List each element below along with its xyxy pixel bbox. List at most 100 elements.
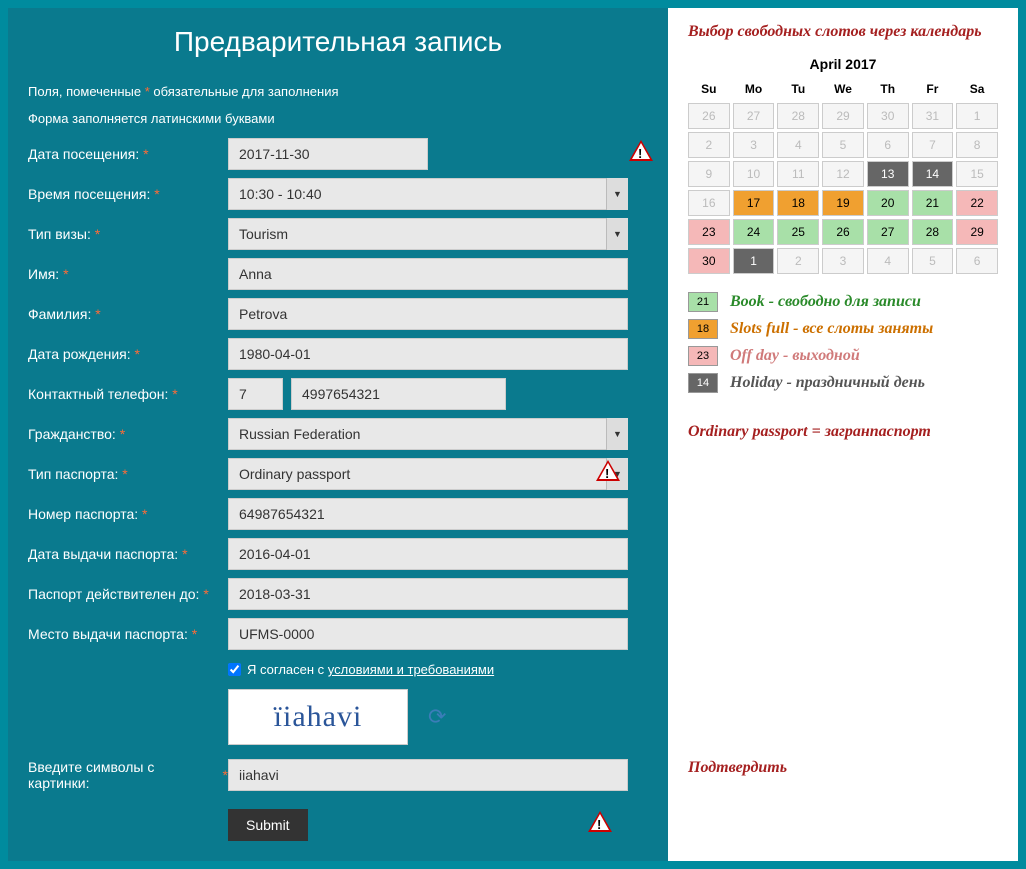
calendar-day[interactable]: 1	[733, 248, 775, 274]
passport-place-input[interactable]	[228, 618, 628, 650]
visa-type-select[interactable]: Tourism	[228, 218, 628, 250]
calendar-day: 6	[867, 132, 909, 158]
submit-button[interactable]: Submit	[228, 809, 308, 841]
citizenship-select[interactable]: Russian Federation	[228, 418, 628, 450]
passport-type-select[interactable]: Ordinary passport	[228, 458, 628, 490]
passport-place-label: Место выдачи паспорта:	[28, 626, 188, 642]
visa-type-label: Тип визы:	[28, 226, 91, 242]
phone-code-input[interactable]	[228, 378, 283, 410]
passport-num-label: Номер паспорта:	[28, 506, 138, 522]
calendar-day[interactable]: 30	[688, 248, 730, 274]
passport-annotation: Ordinary passport = загранпаспорт	[688, 423, 998, 441]
submit-annotation: Подтвердить	[688, 759, 998, 777]
calendar-day: 4	[867, 248, 909, 274]
consent-text: Я согласен с	[247, 662, 328, 677]
first-name-label: Имя:	[28, 266, 59, 282]
last-name-input[interactable]	[228, 298, 628, 330]
page-title: Предварительная запись	[28, 8, 648, 76]
legend-swatch-book: 21	[688, 292, 718, 312]
calendar-day[interactable]: 17	[733, 190, 775, 216]
form-panel: Предварительная запись Поля, помеченные …	[8, 8, 668, 861]
passport-valid-input[interactable]	[228, 578, 628, 610]
calendar-day: 8	[956, 132, 998, 158]
calendar-day[interactable]: 18	[777, 190, 819, 216]
calendar-day: 9	[688, 161, 730, 187]
visit-date-input[interactable]	[228, 138, 428, 170]
calendar-header: Tu	[777, 78, 819, 100]
legend-hol-text: Holiday - праздничный день	[730, 374, 925, 392]
calendar-day: 31	[912, 103, 954, 129]
calendar-day[interactable]: 24	[733, 219, 775, 245]
calendar-day: 16	[688, 190, 730, 216]
last-name-label: Фамилия:	[28, 306, 91, 322]
calendar-day: 3	[822, 248, 864, 274]
visit-time-label: Время посещения:	[28, 186, 150, 202]
calendar-header: Fr	[912, 78, 954, 100]
citizenship-label: Гражданство:	[28, 426, 116, 442]
calendar-day[interactable]: 20	[867, 190, 909, 216]
dob-input[interactable]	[228, 338, 628, 370]
calendar-day: 2	[777, 248, 819, 274]
calendar-day: 27	[733, 103, 775, 129]
legend: 21 Book - свободно для записи 18 Slots f…	[688, 292, 998, 393]
calendar-header: Sa	[956, 78, 998, 100]
calendar-day: 10	[733, 161, 775, 187]
legend-swatch-hol: 14	[688, 373, 718, 393]
calendar-day: 28	[777, 103, 819, 129]
passport-issue-label: Дата выдачи паспорта:	[28, 546, 178, 562]
visit-time-select[interactable]: 10:30 - 10:40	[228, 178, 628, 210]
calendar-day[interactable]: 13	[867, 161, 909, 187]
captcha-image: ïiahavi	[228, 689, 408, 745]
first-name-input[interactable]	[228, 258, 628, 290]
legend-full-text: Slots full - все слоты заняты	[730, 320, 933, 338]
calendar-day[interactable]: 26	[822, 219, 864, 245]
calendar-day: 30	[867, 103, 909, 129]
captcha-label: Введите символы с картинки:	[28, 759, 219, 791]
calendar-day[interactable]: 19	[822, 190, 864, 216]
calendar-day: 29	[822, 103, 864, 129]
calendar-day[interactable]: 22	[956, 190, 998, 216]
calendar-day[interactable]: 25	[777, 219, 819, 245]
calendar-day[interactable]: 14	[912, 161, 954, 187]
calendar-day[interactable]: 29	[956, 219, 998, 245]
calendar-header: Su	[688, 78, 730, 100]
consent-link[interactable]: условиями и требованиями	[328, 662, 494, 677]
calendar-day: 3	[733, 132, 775, 158]
calendar-annotation: Выбор свободных слотов через календарь	[688, 23, 998, 41]
captcha-refresh-icon[interactable]: ⟳	[428, 704, 446, 730]
passport-issue-input[interactable]	[228, 538, 628, 570]
calendar-day: 15	[956, 161, 998, 187]
calendar-day: 2	[688, 132, 730, 158]
calendar-day: 11	[777, 161, 819, 187]
calendar: April 2017 SuMoTuWeThFrSa262728293031123…	[688, 56, 998, 274]
legend-book-text: Book - свободно для записи	[730, 293, 921, 311]
visit-date-label: Дата посещения:	[28, 146, 139, 162]
passport-valid-label: Паспорт действителен до:	[28, 586, 199, 602]
calendar-day[interactable]: 21	[912, 190, 954, 216]
calendar-day: 4	[777, 132, 819, 158]
captcha-input[interactable]	[228, 759, 628, 791]
calendar-day: 5	[822, 132, 864, 158]
warning-icon: !	[588, 811, 612, 832]
calendar-day[interactable]: 27	[867, 219, 909, 245]
latin-note: Форма заполняется латинскими буквами	[28, 111, 648, 126]
consent-checkbox[interactable]	[228, 663, 241, 676]
dob-label: Дата рождения:	[28, 346, 131, 362]
calendar-day[interactable]: 23	[688, 219, 730, 245]
warning-icon: !	[596, 460, 620, 481]
passport-type-label: Тип паспорта:	[28, 466, 118, 482]
calendar-day: 6	[956, 248, 998, 274]
phone-label: Контактный телефон:	[28, 386, 168, 402]
calendar-header: Th	[867, 78, 909, 100]
passport-num-input[interactable]	[228, 498, 628, 530]
calendar-title: April 2017	[688, 56, 998, 72]
legend-off-text: Off day - выходной	[730, 347, 860, 365]
calendar-day[interactable]: 28	[912, 219, 954, 245]
phone-input[interactable]	[291, 378, 506, 410]
legend-swatch-full: 18	[688, 319, 718, 339]
calendar-header: Mo	[733, 78, 775, 100]
warning-icon: !	[629, 140, 653, 161]
legend-swatch-off: 23	[688, 346, 718, 366]
required-note: Поля, помеченные * обязательные для запо…	[28, 84, 648, 99]
calendar-day: 1	[956, 103, 998, 129]
